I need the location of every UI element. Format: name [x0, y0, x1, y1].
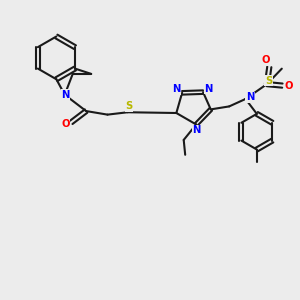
Text: S: S [126, 101, 133, 111]
Text: N: N [61, 90, 70, 100]
Text: O: O [262, 55, 270, 65]
Text: N: N [204, 84, 213, 94]
Text: N: N [172, 84, 181, 94]
Text: O: O [284, 81, 292, 91]
Text: O: O [61, 118, 70, 128]
Text: N: N [246, 92, 254, 103]
Text: S: S [265, 76, 272, 85]
Text: N: N [192, 125, 200, 135]
